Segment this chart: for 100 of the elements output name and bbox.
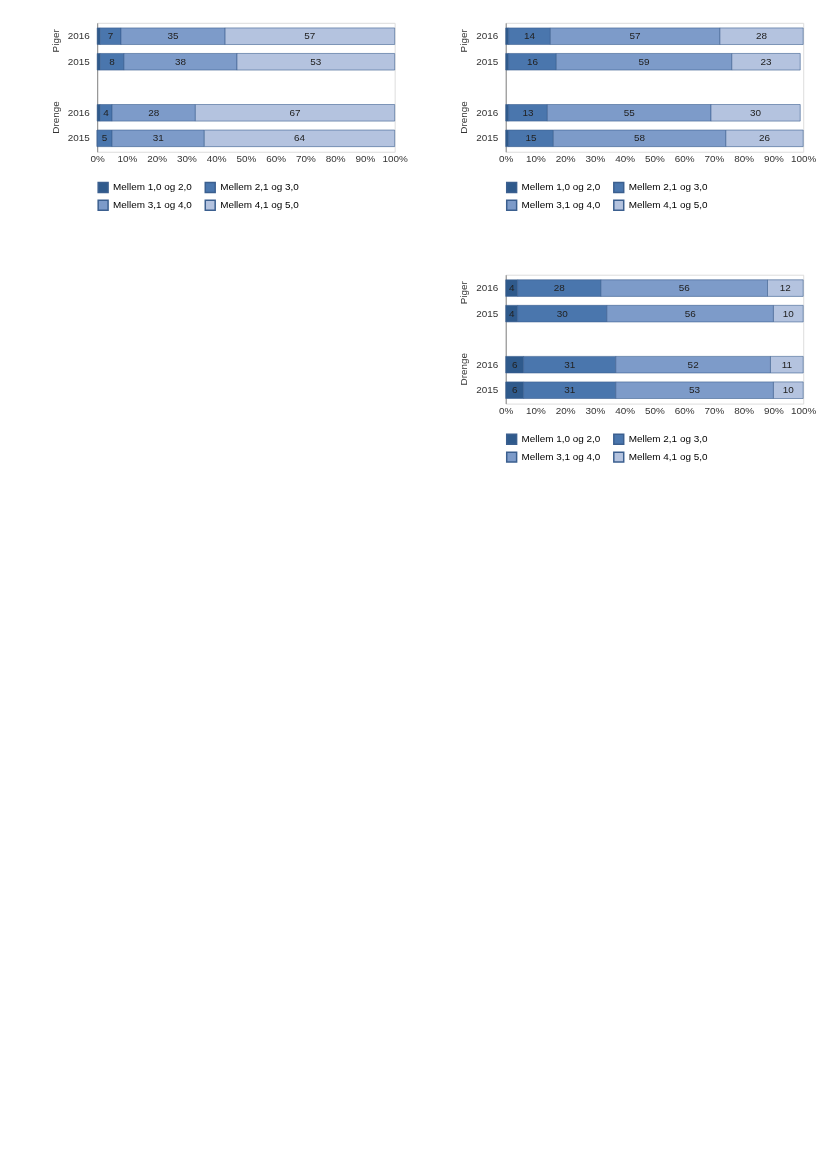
data-label: 4 <box>103 106 110 118</box>
legend-label: Mellem 4,1 og 5,0 <box>628 199 708 211</box>
data-label: 56 <box>684 307 697 319</box>
legend-label: Mellem 3,1 og 4,0 <box>521 199 601 211</box>
x-tick-label: 30% <box>585 405 606 417</box>
data-label: 7 <box>107 30 114 42</box>
text: Piger <box>458 280 470 305</box>
y-tick-label: 2015 <box>476 132 499 144</box>
x-tick-label: 100% <box>382 153 409 165</box>
data-label: 16 <box>526 55 539 67</box>
text: Piger <box>458 28 470 53</box>
legend-label: Mellem 3,1 og 4,0 <box>521 451 601 463</box>
data-label: 53 <box>310 55 322 67</box>
x-tick-label: 60% <box>674 153 695 165</box>
x-tick-label: 50% <box>645 153 666 165</box>
x-tick-label: 0% <box>499 153 514 165</box>
data-label: 57 <box>629 30 642 42</box>
data-label: 8 <box>109 55 116 67</box>
data-label: 10 <box>782 384 795 396</box>
y-tick-label: 2016 <box>476 282 499 294</box>
x-tick-label: 0% <box>90 153 106 165</box>
data-label: 10 <box>782 307 795 319</box>
data-label: 59 <box>638 55 651 67</box>
legend-label: Mellem 2,1 og 3,0 <box>628 181 708 193</box>
x-tick-label: 40% <box>615 153 636 165</box>
x-tick-label: 70% <box>704 153 725 165</box>
x-tick-label: 100% <box>791 153 817 165</box>
data-label: 4 <box>508 282 515 294</box>
data-label: 64 <box>293 132 306 144</box>
legend-label: Mellem 2,1 og 3,0 <box>628 433 708 445</box>
x-tick-label: 30% <box>585 153 606 165</box>
x-tick-label: 50% <box>645 405 666 417</box>
y-tick-label: 2015 <box>476 384 499 396</box>
legend-label: Mellem 4,1 og 5,0 <box>220 199 300 211</box>
y-tick-label: 2015 <box>67 132 91 144</box>
x-tick-label: 60% <box>674 405 695 417</box>
y-tick-label: 2015 <box>476 307 499 319</box>
data-label: 28 <box>553 282 566 294</box>
x-tick-label: 90% <box>764 153 785 165</box>
x-tick-label: 90% <box>355 153 376 165</box>
data-label: 31 <box>564 384 576 396</box>
legend-label: Mellem 3,1 og 4,0 <box>113 199 193 211</box>
x-tick-label: 40% <box>206 153 227 165</box>
legend-label: Mellem 1,0 og 2,0 <box>521 433 601 445</box>
data-label: 56 <box>678 282 691 294</box>
x-tick-label: 70% <box>296 153 317 165</box>
data-label: 38 <box>174 55 187 67</box>
data-label: 67 <box>289 106 301 118</box>
data-label: 58 <box>634 132 646 144</box>
x-tick-label: 100% <box>791 405 817 417</box>
data-label: 28 <box>148 106 160 118</box>
y-tick-label: 2016 <box>67 30 91 42</box>
x-tick-label: 10% <box>526 153 547 165</box>
y-tick-label: 2016 <box>476 106 499 118</box>
data-label: 12 <box>779 282 792 294</box>
y-tick-label: 2016 <box>476 358 499 370</box>
y-tick-label: 2015 <box>67 55 91 67</box>
data-label: 11 <box>781 358 793 370</box>
data-label: 5 <box>101 132 108 144</box>
text: Drenge <box>458 352 470 386</box>
data-label: 52 <box>687 358 700 370</box>
x-tick-label: 90% <box>764 405 785 417</box>
data-label: 30 <box>750 106 762 118</box>
x-tick-label: 70% <box>704 405 725 417</box>
data-label: 57 <box>304 30 316 42</box>
x-tick-label: 20% <box>555 153 576 165</box>
data-label: 28 <box>756 30 768 42</box>
text: Drenge <box>49 100 61 134</box>
x-tick-label: 80% <box>325 153 346 165</box>
data-label: 31 <box>564 358 576 370</box>
x-tick-label: 10% <box>117 153 138 165</box>
text: Piger <box>49 28 61 53</box>
legend-label: Mellem 2,1 og 3,0 <box>220 181 300 193</box>
x-tick-label: 80% <box>734 405 755 417</box>
legend-label: Mellem 4,1 og 5,0 <box>628 451 708 463</box>
data-label: 14 <box>524 30 536 42</box>
x-tick-label: 40% <box>615 405 636 417</box>
x-tick-label: 80% <box>734 153 755 165</box>
data-label: 55 <box>623 106 636 118</box>
data-label: 35 <box>167 30 180 42</box>
data-label: 15 <box>525 132 537 144</box>
data-label: 23 <box>760 55 773 67</box>
y-tick-label: 2015 <box>476 55 499 67</box>
legend-label: Mellem 1,0 og 2,0 <box>113 181 193 193</box>
data-label: 26 <box>759 132 771 144</box>
data-label: 30 <box>556 307 569 319</box>
x-tick-label: 60% <box>266 153 287 165</box>
y-tick-label: 2016 <box>67 106 91 118</box>
x-tick-label: 20% <box>147 153 168 165</box>
x-tick-label: 0% <box>499 405 514 417</box>
data-label: 31 <box>152 132 165 144</box>
x-tick-label: 30% <box>177 153 198 165</box>
x-tick-label: 10% <box>526 405 547 417</box>
y-tick-label: 2016 <box>476 30 499 42</box>
data-label: 13 <box>522 106 535 118</box>
legend-label: Mellem 1,0 og 2,0 <box>521 181 601 193</box>
text: Drenge <box>458 100 470 134</box>
data-label: 6 <box>511 358 518 370</box>
data-label: 6 <box>511 384 518 396</box>
data-label: 53 <box>689 384 701 396</box>
